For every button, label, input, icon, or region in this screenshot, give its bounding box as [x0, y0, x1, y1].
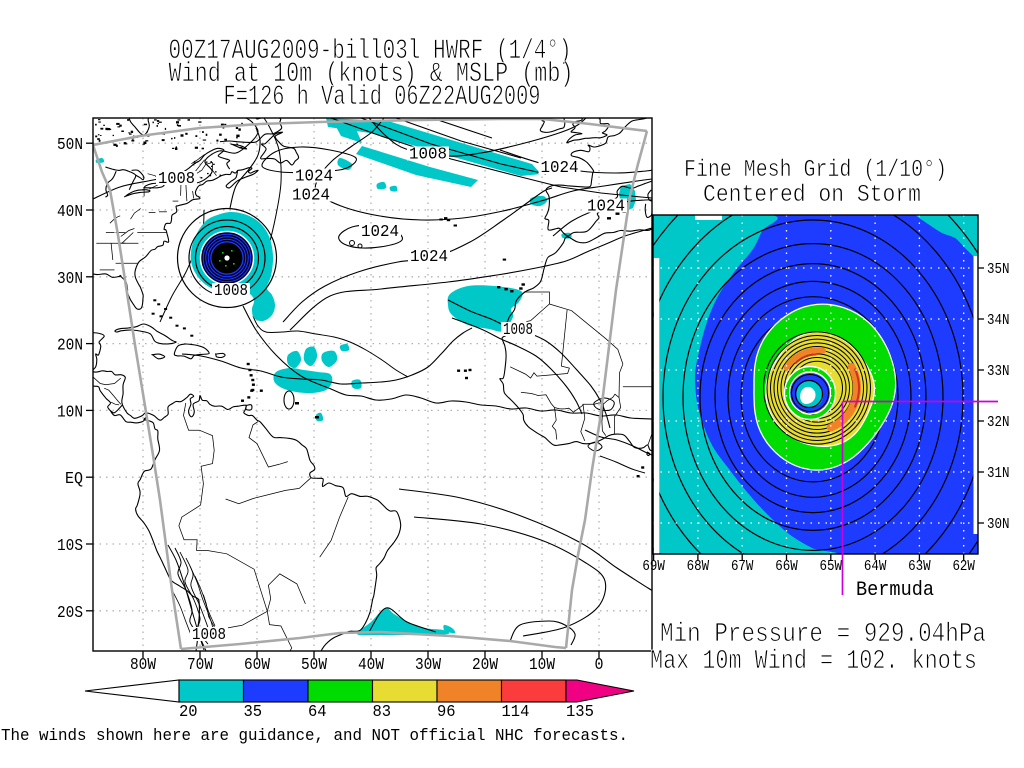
svg-text:1008: 1008	[409, 146, 447, 165]
svg-text:1024: 1024	[410, 248, 448, 267]
svg-text:40W: 40W	[358, 656, 385, 675]
svg-text:33N: 33N	[987, 363, 1010, 380]
svg-text:Min Pressure = 929.04hPa: Min Pressure = 929.04hPa	[660, 620, 986, 650]
svg-text:00Z17AUG2009-bill03l HWRF (1/4: 00Z17AUG2009-bill03l HWRF (1/4°)	[169, 36, 572, 67]
svg-text:50N: 50N	[57, 136, 83, 155]
svg-text:35: 35	[244, 703, 263, 722]
svg-text:Fine Mesh Grid (1/10°): Fine Mesh Grid (1/10°)	[684, 157, 947, 184]
svg-text:63W: 63W	[908, 558, 931, 575]
svg-text:30N: 30N	[987, 516, 1010, 533]
svg-text:34N: 34N	[987, 312, 1010, 329]
svg-text:20: 20	[179, 703, 198, 722]
svg-text:31N: 31N	[987, 465, 1010, 482]
svg-text:64W: 64W	[864, 558, 887, 575]
svg-text:20S: 20S	[57, 604, 83, 623]
svg-text:40N: 40N	[57, 203, 83, 222]
svg-text:1008: 1008	[503, 321, 533, 340]
svg-text:114: 114	[502, 703, 530, 722]
svg-text:10S: 10S	[57, 537, 83, 556]
svg-text:83: 83	[373, 703, 392, 722]
svg-text:10N: 10N	[57, 403, 83, 422]
svg-text:80W: 80W	[130, 656, 157, 675]
svg-text:1008: 1008	[158, 170, 195, 189]
svg-text:1024: 1024	[587, 198, 625, 217]
svg-text:1024: 1024	[292, 187, 330, 206]
svg-text:66W: 66W	[775, 558, 798, 575]
svg-text:1024: 1024	[295, 168, 333, 187]
svg-text:Wind at 10m (knots) & MSLP (mb: Wind at 10m (knots) & MSLP (mb)	[169, 59, 574, 90]
svg-text:0: 0	[595, 656, 604, 675]
svg-text:135: 135	[566, 703, 594, 722]
svg-text:10W: 10W	[529, 656, 556, 675]
svg-text:64: 64	[308, 703, 327, 722]
svg-text:1024: 1024	[361, 223, 399, 242]
svg-text:96: 96	[437, 703, 456, 722]
svg-text:70W: 70W	[187, 656, 214, 675]
svg-text:62W: 62W	[952, 558, 975, 575]
svg-text:20N: 20N	[57, 337, 83, 356]
svg-text:F=126 h Valid 06Z22AUG2009: F=126 h Valid 06Z22AUG2009	[224, 82, 541, 113]
svg-text:20W: 20W	[472, 656, 499, 675]
svg-text:68W: 68W	[687, 558, 710, 575]
svg-text:65W: 65W	[820, 558, 843, 575]
svg-text:60W: 60W	[244, 656, 271, 675]
svg-text:Centered on Storm: Centered on Storm	[703, 182, 921, 209]
svg-text:30N: 30N	[57, 270, 83, 289]
svg-text:The winds shown here are guida: The winds shown here are guidance, and N…	[1, 727, 628, 746]
svg-text:35N: 35N	[987, 261, 1010, 278]
svg-text:1008: 1008	[214, 282, 248, 301]
svg-text:Max 10m Wind = 102. knots: Max 10m Wind = 102. knots	[650, 647, 977, 677]
svg-text:67W: 67W	[731, 558, 754, 575]
svg-text:1008: 1008	[192, 626, 226, 645]
svg-text:32N: 32N	[987, 414, 1010, 431]
svg-text:30W: 30W	[415, 656, 442, 675]
svg-text:50W: 50W	[301, 656, 328, 675]
svg-text:Bermuda: Bermuda	[856, 579, 934, 602]
svg-text:69W: 69W	[642, 558, 665, 575]
svg-text:1024: 1024	[541, 159, 579, 178]
svg-text:EQ: EQ	[65, 470, 83, 489]
